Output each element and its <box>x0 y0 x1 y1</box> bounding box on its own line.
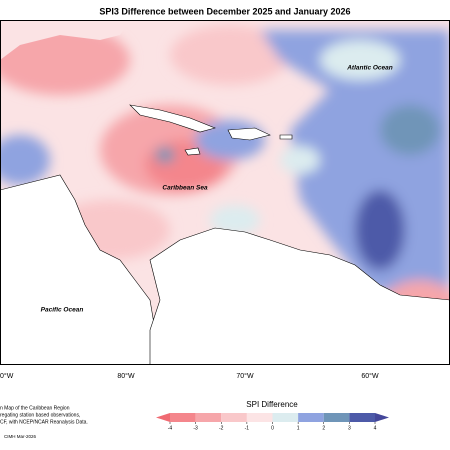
colorbar-tick-label: 2 <box>322 425 325 431</box>
note: n Map of the Caribbean Region <box>0 405 70 411</box>
colorbar-bin <box>272 413 299 422</box>
jamaica <box>184 147 201 156</box>
colorbar-over <box>375 413 389 422</box>
cuba <box>129 104 216 133</box>
lon-label: 70°W <box>236 372 254 380</box>
lon-label: 80°W <box>117 372 135 380</box>
credit: CIMH Mar-2026 <box>4 434 37 439</box>
colorbar-tick-label: -1 <box>245 425 250 431</box>
colorbar-tick-label: -4 <box>168 425 173 431</box>
south-america <box>149 227 450 365</box>
colorbar-tick-label: 4 <box>374 425 377 431</box>
lon-label: 60°W <box>361 372 379 380</box>
colorbar-bin <box>349 413 375 422</box>
colorbar-under <box>156 413 170 422</box>
colorbar-bin <box>195 413 222 422</box>
hispaniola <box>227 127 271 141</box>
colorbar-tick-label: 3 <box>348 425 351 431</box>
colorbar-tick-label: 0 <box>271 425 274 431</box>
ocean-label: Pacific Ocean <box>41 307 84 314</box>
colorbar-bin <box>298 413 324 422</box>
puerto-rico <box>279 134 293 140</box>
colorbar-tick-label: -2 <box>219 425 224 431</box>
colorbar-title: SPI Difference <box>246 400 298 409</box>
land <box>0 20 450 365</box>
central-america <box>0 174 156 365</box>
colorbar-bin <box>221 413 247 422</box>
note: CF, with NCEP/NCAR Reanalysis Data. <box>0 419 88 425</box>
ocean-label: Atlantic Ocean <box>346 65 393 72</box>
colorbar-bin <box>170 413 196 422</box>
title: SPI3 Difference between December 2025 an… <box>99 6 350 16</box>
sea-label: Caribbean Sea <box>162 185 208 192</box>
note: regating station based observations, <box>0 412 80 418</box>
colorbar-bin <box>246 413 273 422</box>
colorbar-bin <box>323 413 350 422</box>
map <box>0 20 450 365</box>
colorbar-tick-label: -3 <box>193 425 198 431</box>
colorbar-tick-label: 1 <box>297 425 300 431</box>
colorbar: -4 -3 -2 -1 0 1 2 3 4 <box>156 413 389 431</box>
lon-label: 0°W <box>0 372 14 380</box>
